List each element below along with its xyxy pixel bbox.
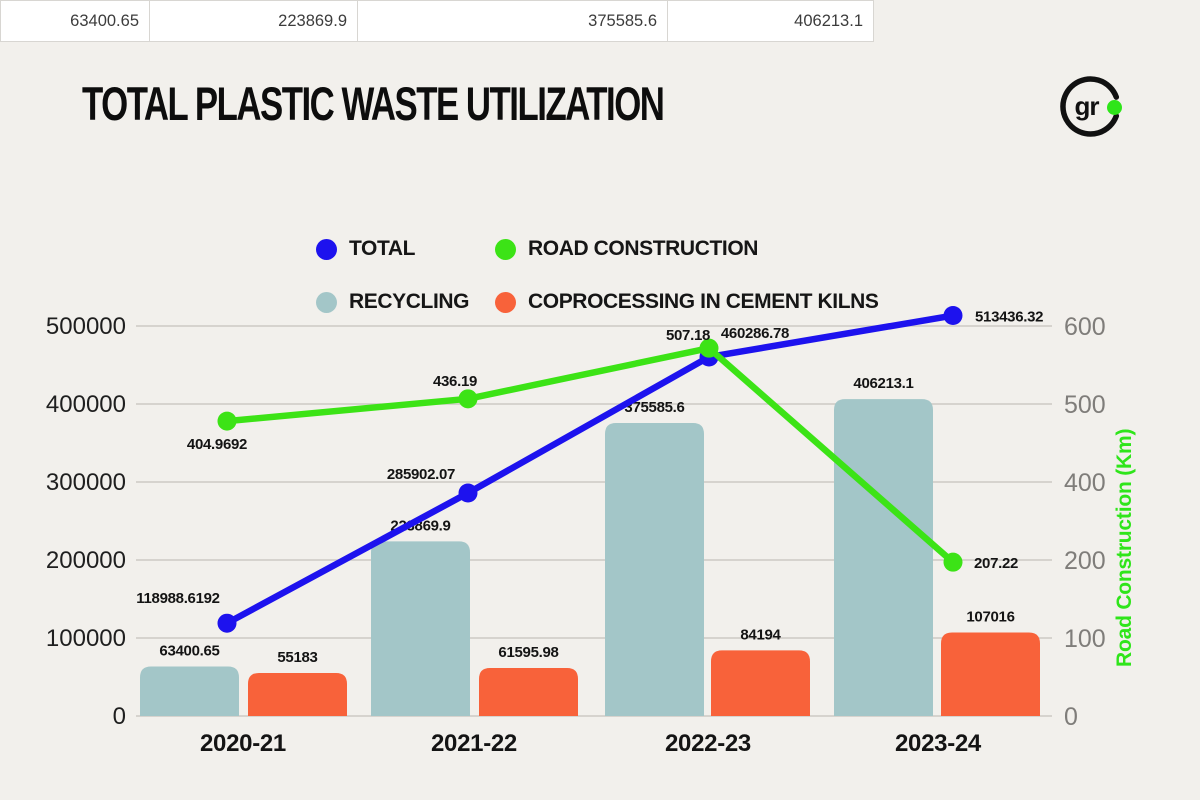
y-axis-left-tick: 300000 [46,469,126,496]
bar-value-label: 55183 [277,649,317,666]
y-axis-left-tick: 100000 [46,625,126,652]
legend-item-total: TOTAL [316,236,415,262]
line-road-construction: 404.9692 436.19 507.18 207.22 [187,327,1018,572]
data-point-marker [943,552,963,572]
spreadsheet-cell[interactable]: 223869.9 [149,0,358,42]
axis-ticks: 0 100000 200000 300000 400000 500000 0 100 200 40… [46,313,1106,757]
data-point-marker [458,389,478,409]
bar-recycling-2021-22 [371,541,470,716]
logo-text: gr [1075,91,1100,121]
y-axis-left-tick: 500000 [46,313,126,340]
data-point-marker [699,338,719,358]
legend-label-total: TOTAL [349,237,416,260]
bar-coprocessing-2021-22 [479,667,578,716]
y-axis-right-tick: 500 [1064,391,1106,419]
line-path [223,344,957,566]
legend-label-coprocessing: COPROCESSING IN CEMENT KILNS [528,290,879,313]
bar-value-label: 107016 [966,609,1014,626]
bar-coprocessing-2022-23 [711,650,810,716]
legend-label-road-construction: ROAD CONSTRUCTION [528,237,759,260]
legend-label-recycling: RECYCLING [349,290,470,313]
spreadsheet-cell[interactable]: 375585.6 [357,0,668,42]
bar-coprocessing-2023-24 [941,632,1040,716]
line-value-label: 207.22 [974,555,1018,572]
brand-logo: gr [1052,69,1128,145]
y-axis-right-tick: 0 [1064,703,1078,731]
logo-ring [1060,76,1120,137]
line-value-label: 513436.32 [975,309,1043,326]
bar-recycling-2022-23 [605,423,704,716]
legend-swatch-total-icon [316,238,337,260]
legend-swatch-recycling-icon [316,291,337,313]
x-axis-category-label: 2021-22 [431,730,517,757]
y-axis-right-tick: 200 [1064,547,1106,575]
legend-item-road-construction: ROAD CONSTRUCTION [495,236,758,262]
x-axis-category-label: 2022-23 [665,730,751,757]
bar-value-label: 61595.98 [498,644,558,661]
brand-logo-icon: gr [1060,76,1122,137]
line-value-label: 460286.78 [721,325,789,342]
spreadsheet-cell[interactable]: 406213.1 [667,0,874,42]
bar-value-label: 406213.1 [853,375,913,392]
y-axis-left-tick: 0 [113,703,126,730]
line-value-label: 118988.6192 [136,590,219,607]
line-value-label: 436.19 [433,373,477,390]
y-axis-right-tick: 600 [1064,313,1106,341]
spreadsheet-cell[interactable]: 63400.65 [0,0,150,42]
line-value-label: 507.18 [666,327,710,344]
bar-value-label: 375585.6 [624,399,684,416]
legend-item-coprocessing: COPROCESSING IN CEMENT KILNS [495,289,879,315]
bar-coprocessing-2020-21 [248,672,347,716]
bar-value-label: 63400.65 [159,643,219,660]
y-axis-right-tick: 400 [1064,469,1106,497]
data-point-marker [458,483,478,503]
bar-value-label: 84194 [740,626,781,643]
line-path [223,312,957,627]
legend-swatch-road-construction-icon [495,238,516,260]
data-point-marker [217,613,237,633]
line-value-label: 285902.07 [387,466,455,483]
x-axis-category-label: 2020-21 [200,730,286,757]
spreadsheet-row: 63400.65 223869.9 375585.6 406213.1 [0,0,874,42]
legend-item-recycling: RECYCLING [316,289,469,315]
page-title: TOTAL PLASTIC WASTE UTILIZATION [82,77,665,130]
right-axis-title: Road Construction (Km) [1113,428,1136,668]
x-axis-category-label: 2023-24 [895,730,982,757]
logo-green-dot-icon [1107,100,1122,115]
data-point-marker [217,411,237,431]
bar-recycling-2020-21 [140,666,239,716]
data-point-marker [943,306,963,326]
y-axis-left-tick: 200000 [46,547,126,574]
legend-swatch-coprocessing-icon [495,291,516,313]
y-axis-left-tick: 400000 [46,391,126,418]
bar-recycling-2023-24 [834,399,933,716]
line-value-label: 404.9692 [187,436,247,453]
y-axis-right-tick: 100 [1064,625,1106,653]
